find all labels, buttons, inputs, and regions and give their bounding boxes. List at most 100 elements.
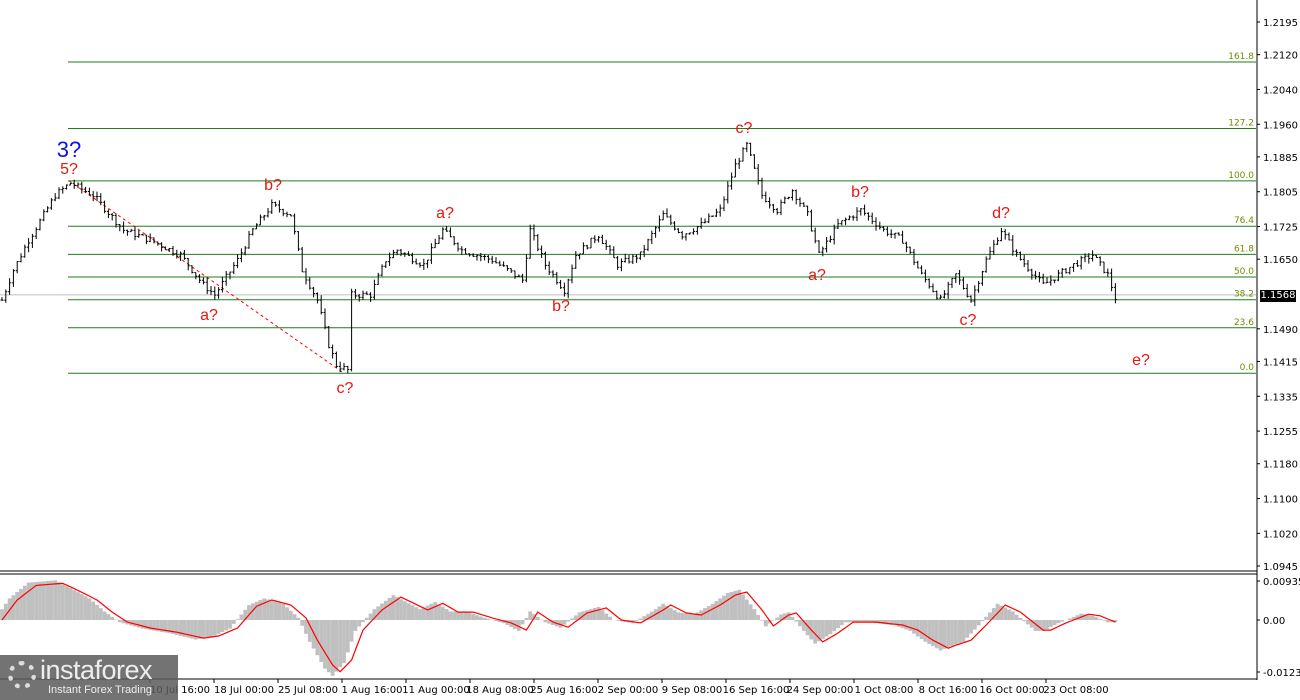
histogram-bar	[288, 610, 293, 620]
price-bar	[711, 215, 715, 217]
histogram-bar	[91, 601, 96, 620]
histogram-bar	[573, 615, 578, 620]
price-bar	[190, 265, 194, 274]
price-bar	[380, 264, 384, 277]
histogram-bar	[456, 611, 460, 620]
histogram-bar	[45, 581, 50, 620]
price-bar	[885, 226, 889, 237]
histogram-bar	[995, 603, 1000, 620]
histogram-bar	[725, 592, 730, 620]
price-bar	[433, 238, 437, 249]
histogram-bar	[1029, 620, 1034, 628]
histogram-bar	[1026, 620, 1030, 625]
histogram-bar	[338, 620, 343, 668]
price-bar	[695, 226, 699, 235]
histogram-bar	[79, 594, 84, 620]
price-bar	[570, 264, 574, 284]
histogram-bar	[1071, 616, 1076, 620]
histogram-bar	[619, 620, 624, 622]
price-bar	[68, 182, 72, 186]
price-bar	[471, 253, 475, 257]
histogram-bar	[661, 603, 666, 620]
price-bar	[49, 198, 53, 210]
trend-line-dashed	[68, 180, 345, 374]
price-bar	[57, 187, 61, 200]
price-bar	[1079, 255, 1083, 270]
histogram-bar	[19, 588, 23, 620]
histogram-bar	[391, 595, 396, 620]
price-bar	[99, 193, 103, 206]
price-tick-label: 1.1960	[1263, 120, 1298, 131]
price-bar	[327, 325, 331, 349]
fib-level-label: 76.4	[1234, 216, 1254, 226]
price-bar	[623, 253, 627, 263]
histogram-bar	[0, 609, 4, 620]
histogram-bar	[311, 620, 316, 649]
price-bar	[745, 141, 749, 153]
price-bar	[1083, 253, 1087, 263]
histogram-bar	[285, 607, 289, 620]
histogram-bar	[497, 620, 502, 623]
histogram-bar	[718, 598, 723, 620]
price-bar	[1049, 275, 1053, 286]
price-bar	[163, 246, 167, 251]
price-bar	[194, 272, 198, 280]
histogram-bar	[798, 620, 802, 627]
histogram-bar	[950, 620, 954, 646]
price-bar	[308, 277, 312, 290]
histogram-bar	[1090, 615, 1095, 620]
price-bar	[779, 199, 783, 216]
price-bar	[513, 270, 517, 279]
price-bar	[106, 209, 110, 219]
price-bar	[673, 221, 677, 231]
price-bar	[832, 224, 836, 245]
price-bar	[441, 227, 445, 240]
price-bar	[144, 234, 148, 245]
price-bar	[1007, 232, 1011, 241]
price-tick-label: 1.1805	[1263, 188, 1298, 199]
histogram-bar	[680, 612, 685, 620]
price-bar	[840, 220, 844, 226]
price-bar	[787, 196, 791, 200]
price-bar	[403, 252, 407, 257]
price-bar	[137, 230, 141, 238]
histogram-bar	[429, 603, 434, 620]
histogram-bar	[193, 620, 198, 640]
histogram-bar	[805, 620, 810, 636]
wave-label-3: 3?	[56, 137, 82, 162]
price-bar	[627, 254, 631, 264]
price-bar	[27, 238, 31, 253]
histogram-bar	[1075, 615, 1080, 620]
price-bar	[1106, 268, 1110, 277]
histogram-bar	[782, 613, 787, 620]
price-bar	[1068, 266, 1072, 275]
histogram-bar	[520, 620, 525, 625]
price-bar	[760, 177, 764, 199]
price-bar	[676, 228, 680, 234]
histogram-bar	[1083, 614, 1087, 620]
histogram-bar	[687, 614, 692, 620]
price-bar	[954, 273, 958, 284]
price-bar	[80, 181, 84, 194]
histogram-bar	[364, 617, 369, 620]
price-bar	[228, 271, 232, 280]
histogram-bar	[1056, 620, 1061, 624]
price-bar	[855, 207, 859, 222]
histogram-bar	[262, 598, 267, 620]
oscillator-tick-label: -0.01236	[1263, 668, 1300, 679]
histogram-bar	[330, 620, 335, 676]
price-bar	[882, 225, 886, 232]
histogram-bar	[1098, 618, 1103, 620]
histogram-bar	[969, 620, 973, 634]
histogram-bar	[68, 588, 73, 620]
price-bar	[277, 200, 281, 213]
price-bar	[969, 295, 973, 303]
price-bar	[1056, 269, 1060, 282]
histogram-bar	[600, 610, 605, 620]
price-bar	[661, 210, 665, 221]
current-price-tag: 1.1568	[1260, 290, 1296, 302]
price-bar	[874, 217, 878, 231]
price-bar	[122, 221, 126, 234]
price-bar	[95, 191, 99, 202]
